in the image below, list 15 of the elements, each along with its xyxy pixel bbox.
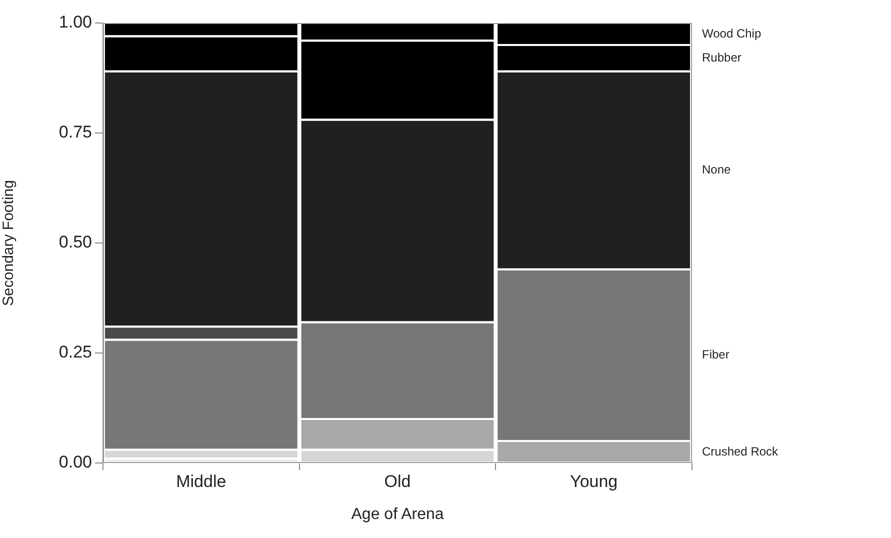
y-tick-label: 0.00 bbox=[58, 452, 92, 472]
series-label: Fiber bbox=[702, 348, 730, 362]
y-tick-label: 0.25 bbox=[58, 342, 92, 362]
series-label: Rubber bbox=[702, 50, 742, 65]
y-tick-label: 0.75 bbox=[58, 122, 92, 142]
x-tick-label: Young bbox=[570, 472, 618, 491]
x-axis-title: Age of Arena bbox=[351, 506, 444, 523]
series-label: None bbox=[702, 162, 732, 177]
series-label: Crushed Rock bbox=[702, 444, 780, 458]
y-tick-label: 0.50 bbox=[58, 232, 92, 252]
y-axis-title: Secondary Footing bbox=[0, 180, 18, 306]
x-tick-label: Middle bbox=[176, 472, 226, 491]
y-tick-label: 1.00 bbox=[58, 12, 92, 32]
x-tick-label: Old bbox=[384, 472, 411, 491]
series-label: Wood Chip bbox=[702, 26, 762, 40]
